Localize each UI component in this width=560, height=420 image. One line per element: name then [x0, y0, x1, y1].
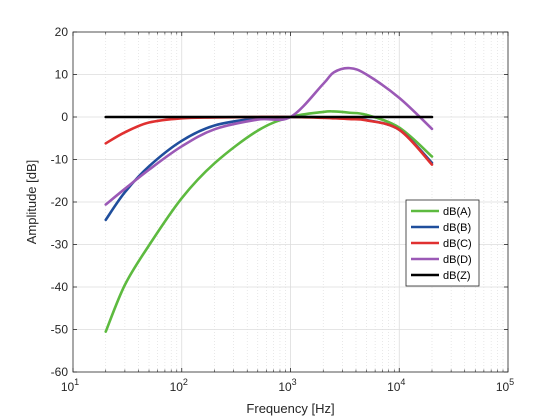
legend-label: dB(B) — [443, 222, 471, 234]
legend-label: dB(D) — [443, 254, 472, 266]
legend-label: dB(A) — [443, 206, 471, 218]
legend-entry: dB(Z) — [411, 270, 471, 282]
series-lines — [104, 66, 434, 333]
x-tick-base: 10 — [170, 380, 184, 394]
legend-label: dB(C) — [443, 238, 472, 250]
x-tick-base: 10 — [278, 380, 292, 394]
x-tick-label: 102 — [170, 377, 188, 394]
x-tick-label: 101 — [61, 377, 79, 394]
x-tick-base: 10 — [496, 380, 510, 394]
y-tick-label: 10 — [55, 68, 69, 82]
x-tick-label: 105 — [496, 377, 514, 394]
y-axis-label: Amplitude [dB] — [24, 160, 39, 245]
x-tick-label: 103 — [278, 377, 296, 394]
legend-entry: dB(B) — [411, 222, 471, 234]
x-tick-exponent: 3 — [292, 377, 297, 387]
legend-entry: dB(D) — [411, 254, 472, 266]
y-tick-label: -10 — [51, 153, 69, 167]
x-tick-base: 10 — [387, 380, 401, 394]
legend-label: dB(Z) — [443, 270, 471, 282]
y-tick-label: -40 — [51, 280, 69, 294]
y-tick-label: 0 — [61, 110, 68, 124]
y-tick-label: -60 — [51, 365, 69, 379]
legend-entry: dB(C) — [411, 238, 472, 250]
legend-entry: dB(A) — [411, 206, 471, 218]
x-axis-label: Frequency [Hz] — [246, 401, 334, 416]
legend: dB(A) dB(B) dB(C) dB(D) dB(Z) — [405, 199, 480, 287]
x-tick-label: 104 — [387, 377, 405, 394]
y-tick-label: -50 — [51, 323, 69, 337]
x-tick-exponent: 4 — [400, 377, 405, 387]
x-tick-exponent: 2 — [183, 377, 188, 387]
y-tick-label: -30 — [51, 238, 69, 252]
y-tick-label: -20 — [51, 195, 69, 209]
x-tick-base: 10 — [61, 380, 75, 394]
y-tick-label: 20 — [55, 25, 69, 39]
x-tick-exponent: 5 — [509, 377, 514, 387]
x-tick-exponent: 1 — [74, 377, 79, 387]
